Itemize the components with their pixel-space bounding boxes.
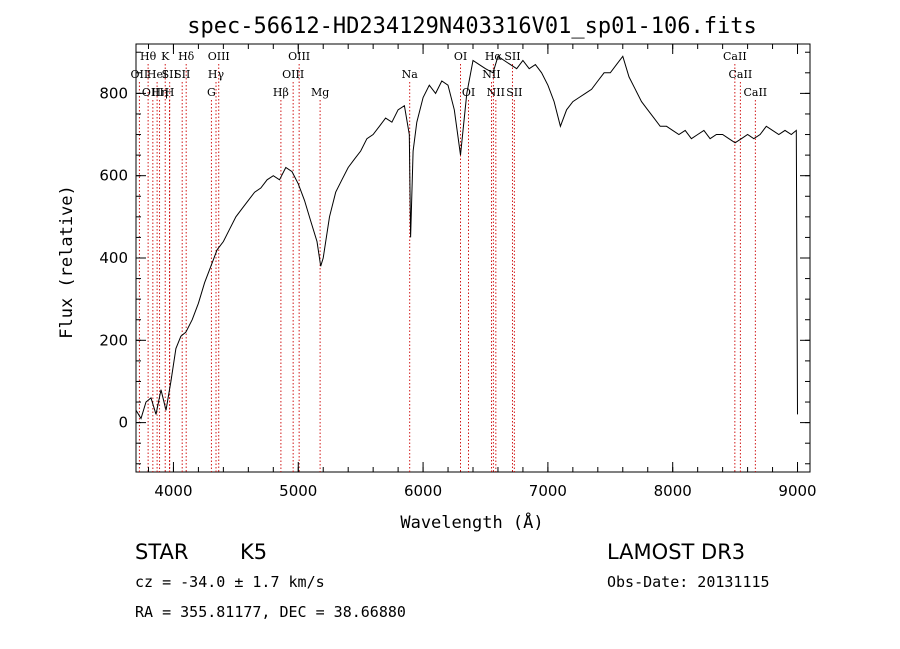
line-label: SII xyxy=(504,50,520,63)
line-label: Hβ xyxy=(273,86,289,99)
y-tick-label: 800 xyxy=(99,84,128,102)
line-label: HeI xyxy=(147,68,167,81)
line-label: NII xyxy=(482,68,500,81)
y-tick-label: 400 xyxy=(99,249,128,267)
line-label: CaII xyxy=(723,50,747,63)
chart-title: spec-56612-HD234129N403316V01_sp01-106.f… xyxy=(187,14,757,39)
obs-date: Obs-Date: 20131115 xyxy=(607,573,770,591)
x-axis-label: Wavelength (Å) xyxy=(400,511,543,533)
line-label: Na xyxy=(402,68,419,81)
emission-line-labels: OIIHθOIIIHeIHηKSIIHHδSIIGOIIIHγHβOIIIOII… xyxy=(131,50,768,99)
line-label: OII xyxy=(131,68,149,81)
line-label: K xyxy=(161,50,170,63)
line-label: OIII xyxy=(142,86,164,99)
x-tick-label: 9000 xyxy=(778,482,816,500)
line-label: OI xyxy=(454,50,467,63)
plot-frame xyxy=(135,43,811,473)
line-label: OIII xyxy=(288,50,310,63)
x-tick-label: 4000 xyxy=(154,482,192,500)
subclass: K5 xyxy=(240,540,268,564)
line-label: SII xyxy=(162,68,178,81)
x-axis-ticks: 4000 5000 6000 7000 8000 9000 xyxy=(147,44,817,500)
y-tick-label: 200 xyxy=(99,331,128,349)
survey-name: LAMOST DR3 xyxy=(607,540,746,564)
x-tick-label: 8000 xyxy=(654,482,692,500)
y-axis-ticks: 0 200 400 600 800 xyxy=(99,51,810,465)
coordinates: RA = 355.81177, DEC = 38.66880 xyxy=(135,603,406,621)
object-type: STAR xyxy=(135,540,189,564)
y-tick-label: 600 xyxy=(99,167,128,185)
line-label: G xyxy=(207,86,216,99)
y-tick-label: 0 xyxy=(118,414,128,432)
x-tick-label: 6000 xyxy=(404,482,442,500)
line-label: Hθ xyxy=(140,50,157,63)
line-label: CaII xyxy=(743,86,767,99)
line-label: NII xyxy=(487,86,505,99)
redshift-cz: cz = -34.0 ± 1.7 km/s xyxy=(135,573,325,591)
spectrum-series-line xyxy=(135,55,798,420)
line-label: SII xyxy=(174,68,190,81)
line-label: Hγ xyxy=(208,68,225,81)
line-label: CaII xyxy=(729,68,753,81)
line-label: Hδ xyxy=(178,50,195,63)
line-label: OIII xyxy=(282,68,304,81)
x-tick-label: 5000 xyxy=(279,482,317,500)
line-label: OIII xyxy=(208,50,230,63)
x-tick-label: 7000 xyxy=(529,482,567,500)
line-label: Hη xyxy=(151,86,167,99)
line-label: Hα xyxy=(485,50,503,63)
y-axis-label: Flux (relative) xyxy=(57,185,77,339)
line-label: SII xyxy=(506,86,522,99)
line-label: H xyxy=(165,86,175,99)
line-label: Mg xyxy=(311,86,329,99)
spectrum-chart: spec-56612-HD234129N403316V01_sp01-106.f… xyxy=(57,14,817,533)
emission-line-markers xyxy=(138,64,756,472)
line-label: OI xyxy=(462,86,475,99)
